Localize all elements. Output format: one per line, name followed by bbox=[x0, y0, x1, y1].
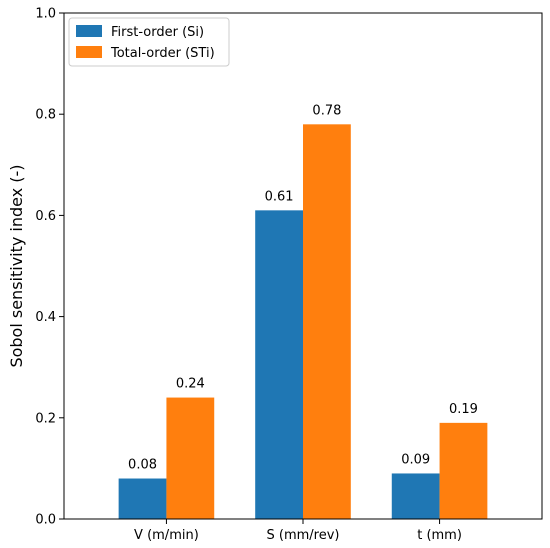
y-tick-label: 0.6 bbox=[35, 209, 56, 224]
x-tick-label: V (m/min) bbox=[134, 528, 199, 543]
bar-total-order-0 bbox=[166, 397, 215, 519]
bar-first-order-1 bbox=[255, 210, 303, 519]
bar-first-order-2 bbox=[391, 473, 440, 519]
legend-box bbox=[68, 17, 230, 67]
x-tick-label: S (mm/rev) bbox=[267, 528, 340, 543]
data-label-first-order-1: 0.61 bbox=[265, 189, 294, 204]
legend-swatch-first-order bbox=[76, 25, 102, 37]
legend-label-total-order: Total-order (STi) bbox=[110, 46, 215, 61]
data-label-total-order-0: 0.24 bbox=[176, 377, 205, 392]
legend: First-order (Si) Total-order (STi) bbox=[68, 17, 230, 67]
data-label-total-order-1: 0.78 bbox=[312, 103, 341, 118]
data-label-total-order-2: 0.19 bbox=[449, 402, 478, 417]
data-label-first-order-0: 0.08 bbox=[128, 458, 157, 473]
data-label-first-order-2: 0.09 bbox=[401, 452, 430, 467]
bars-layer bbox=[118, 124, 488, 519]
legend-label-first-order: First-order (Si) bbox=[111, 25, 204, 40]
bar-total-order-1 bbox=[303, 124, 351, 519]
y-tick-label: 1.0 bbox=[35, 7, 56, 22]
bar-first-order-0 bbox=[118, 478, 167, 519]
y-tick-label: 0.4 bbox=[35, 310, 56, 325]
bar-total-order-2 bbox=[439, 422, 488, 519]
y-tick-label: 0.2 bbox=[35, 411, 56, 426]
legend-swatch-total-order bbox=[76, 46, 102, 58]
y-tick-label: 0.0 bbox=[35, 513, 56, 528]
data-labels-layer: 0.08 0.61 0.09 0.24 0.78 0.19 bbox=[128, 103, 478, 472]
x-tick-label: t (mm) bbox=[417, 528, 462, 543]
x-axis: V (m/min) S (mm/rev) t (mm) bbox=[134, 519, 462, 543]
y-axis-label: Sobol sensitivity index (-) bbox=[7, 164, 26, 367]
y-axis: 0.0 0.2 0.4 0.6 0.8 1.0 bbox=[35, 7, 64, 528]
y-tick-label: 0.8 bbox=[35, 108, 56, 123]
